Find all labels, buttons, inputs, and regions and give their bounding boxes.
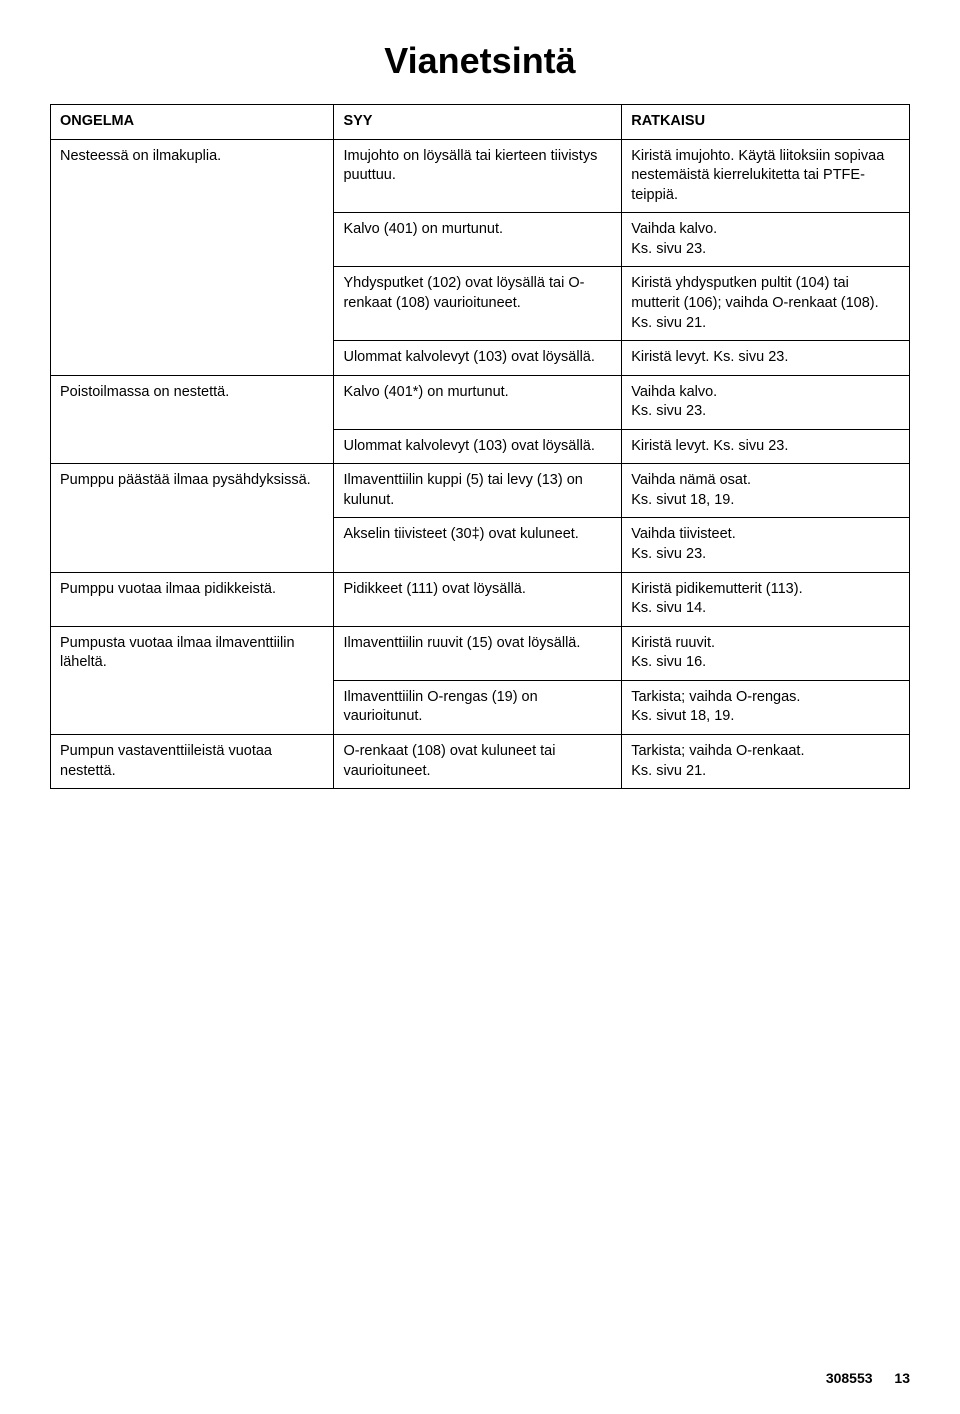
cell-problem: Pumpun vastaventtiileistä vuotaa nestett… [51, 734, 334, 788]
table-row: Nesteessä on ilmakuplia.Imujohto on löys… [51, 139, 910, 213]
cell-problem: Nesteessä on ilmakuplia. [51, 139, 334, 375]
doc-number: 308553 [826, 1370, 873, 1386]
header-cause: SYY [334, 105, 622, 140]
table-row: Pumpun vastaventtiileistä vuotaa nestett… [51, 734, 910, 788]
cell-cause: Yhdysputket (102) ovat löysällä tai O-re… [334, 267, 622, 341]
cell-solution: Kiristä pidikemutterit (113).Ks. sivu 14… [622, 572, 910, 626]
table-row: Poistoilmassa on nestettä.Kalvo (401*) o… [51, 375, 910, 429]
cell-cause: Imujohto on löysällä tai kierteen tiivis… [334, 139, 622, 213]
cell-solution: Kiristä levyt. Ks. sivu 23. [622, 429, 910, 464]
cell-solution: Vaihda tiivisteet.Ks. sivu 23. [622, 518, 910, 572]
cell-cause: Akselin tiivisteet (30‡) ovat kuluneet. [334, 518, 622, 572]
cell-cause: Ulommat kalvolevyt (103) ovat löysällä. [334, 341, 622, 376]
header-problem: ONGELMA [51, 105, 334, 140]
cell-solution: Tarkista; vaihda O-rengas.Ks. sivut 18, … [622, 680, 910, 734]
page-number: 13 [894, 1370, 910, 1386]
cell-solution: Vaihda kalvo.Ks. sivu 23. [622, 375, 910, 429]
page-title: Vianetsintä [50, 40, 910, 82]
cell-solution: Vaihda nämä osat.Ks. sivut 18, 19. [622, 464, 910, 518]
cell-cause: Ulommat kalvolevyt (103) ovat löysällä. [334, 429, 622, 464]
table-row: Pumppu päästää ilmaa pysähdyksissä.Ilmav… [51, 464, 910, 518]
table-row: Pumppu vuotaa ilmaa pidikkeistä.Pidikkee… [51, 572, 910, 626]
cell-problem: Pumpusta vuotaa ilmaa ilmaventtiilin läh… [51, 626, 334, 734]
cell-solution: Kiristä yhdysputken pultit (104) tai mut… [622, 267, 910, 341]
cell-cause: Pidikkeet (111) ovat löysällä. [334, 572, 622, 626]
table-header-row: ONGELMA SYY RATKAISU [51, 105, 910, 140]
table-row: Pumpusta vuotaa ilmaa ilmaventtiilin läh… [51, 626, 910, 680]
cell-cause: Ilmaventtiilin ruuvit (15) ovat löysällä… [334, 626, 622, 680]
cell-problem: Pumppu vuotaa ilmaa pidikkeistä. [51, 572, 334, 626]
cell-cause: Ilmaventtiilin O-rengas (19) on vaurioit… [334, 680, 622, 734]
page-footer: 308553 13 [826, 1370, 910, 1386]
cell-problem: Poistoilmassa on nestettä. [51, 375, 334, 464]
cell-solution: Kiristä ruuvit.Ks. sivu 16. [622, 626, 910, 680]
cell-problem: Pumppu päästää ilmaa pysähdyksissä. [51, 464, 334, 572]
cell-solution: Tarkista; vaihda O-renkaat.Ks. sivu 21. [622, 734, 910, 788]
header-solution: RATKAISU [622, 105, 910, 140]
cell-solution: Kiristä imujohto. Käytä liitoksiin sopiv… [622, 139, 910, 213]
cell-cause: Kalvo (401) on murtunut. [334, 213, 622, 267]
cell-solution: Vaihda kalvo.Ks. sivu 23. [622, 213, 910, 267]
cell-cause: O-renkaat (108) ovat kuluneet tai vaurio… [334, 734, 622, 788]
cell-cause: Kalvo (401*) on murtunut. [334, 375, 622, 429]
cell-solution: Kiristä levyt. Ks. sivu 23. [622, 341, 910, 376]
cell-cause: Ilmaventtiilin kuppi (5) tai levy (13) o… [334, 464, 622, 518]
troubleshooting-table: ONGELMA SYY RATKAISU Nesteessä on ilmaku… [50, 104, 910, 789]
